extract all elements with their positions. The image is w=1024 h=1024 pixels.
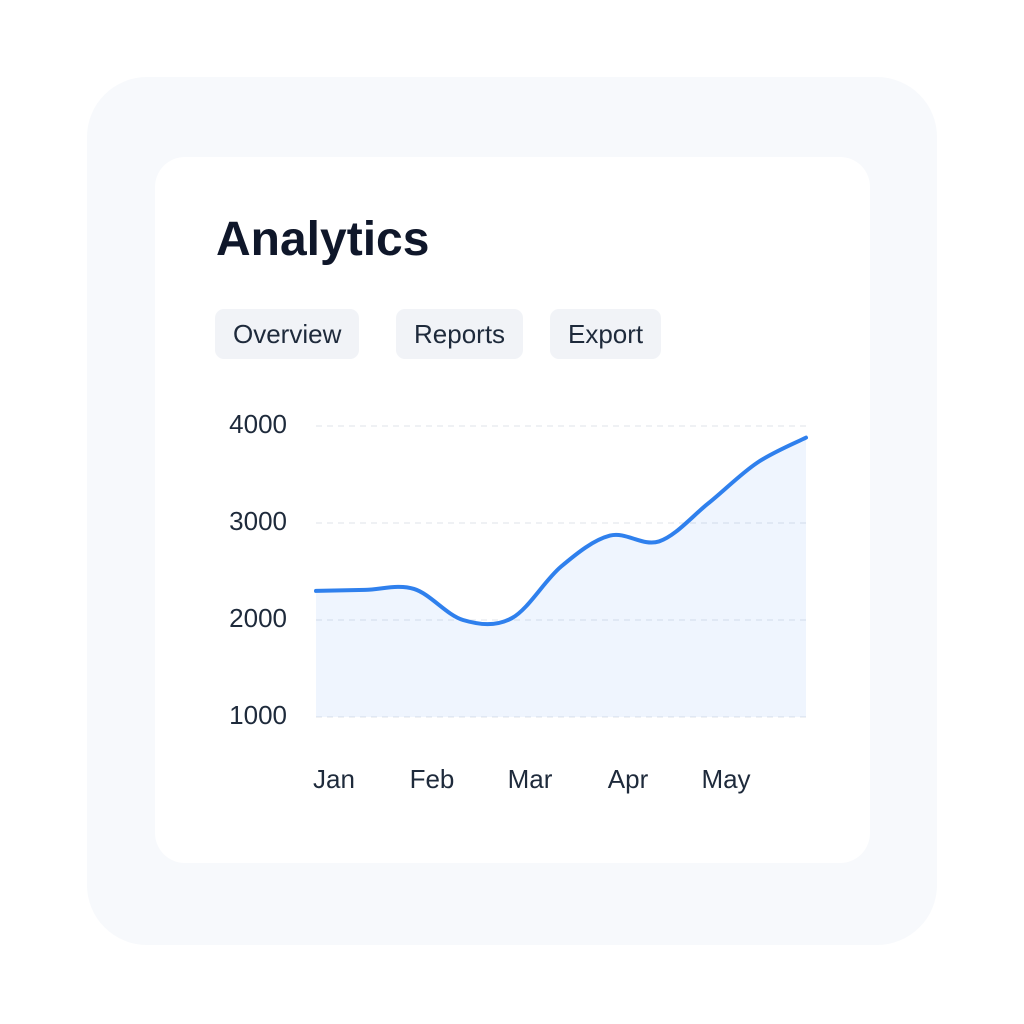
x-tick-label: Mar: [508, 764, 553, 794]
y-tick-label: 3000: [229, 506, 287, 536]
area-fill: [316, 437, 806, 717]
x-tick-label: Jan: [313, 764, 355, 794]
x-tick-label: Apr: [608, 764, 649, 794]
tab[interactable]: Reports: [396, 309, 524, 359]
card: [155, 157, 870, 863]
page-title: Analytics: [216, 213, 430, 266]
y-tick-label: 2000: [229, 603, 287, 633]
line: [314, 435, 808, 627]
tab[interactable]: Export: [550, 309, 662, 359]
x-tick-label: Feb: [410, 764, 455, 794]
y-tick-label: 4000: [229, 409, 287, 439]
tab[interactable]: Overview: [215, 309, 360, 359]
y-tick-label: 1000: [229, 700, 287, 730]
x-tick-label: May: [701, 764, 750, 794]
